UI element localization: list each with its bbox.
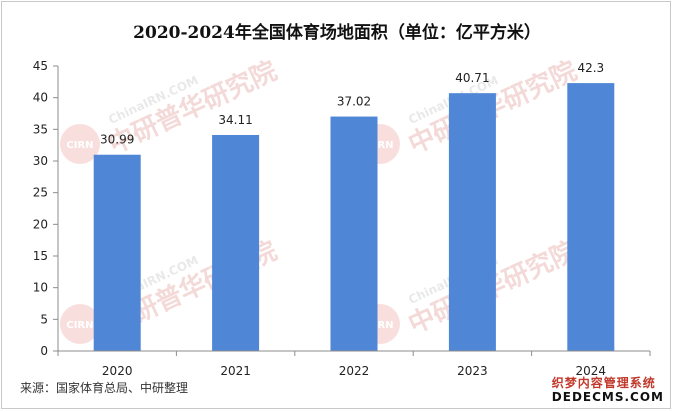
y-tick-label: 30: [33, 154, 48, 168]
y-tick-label: 45: [33, 59, 48, 73]
data-label: 30.99: [100, 133, 134, 147]
bar: [212, 134, 260, 351]
data-label: 42.3: [577, 61, 604, 75]
data-label: 40.71: [455, 71, 489, 85]
y-tick-label: 35: [33, 122, 48, 136]
x-tick-label: 2024: [576, 364, 607, 378]
y-tick-label: 15: [33, 249, 48, 263]
y-tick-label: 20: [33, 217, 48, 231]
brand-logo: 织梦内容管理系统 DEDECMS.COM: [552, 376, 664, 404]
watermark-logo: [60, 124, 100, 164]
data-label: 37.02: [337, 95, 371, 109]
x-axis: 2020 2021 2022 2023 2024: [57, 350, 651, 378]
source-note: 来源：国家体育总局、中研整理: [20, 381, 189, 395]
watermark-logo-text: CIRN: [66, 140, 93, 151]
brand-en: DEDECMS.COM: [551, 390, 664, 404]
y-tick-label: 5: [40, 312, 48, 326]
y-tick-label: 25: [33, 186, 48, 200]
x-tick-label: 2022: [339, 364, 370, 378]
watermark-logo-text: CIRN: [366, 320, 393, 331]
bars: 30.99 34.11 37.02 40.71 42.3: [93, 61, 615, 352]
y-tick-label: 40: [33, 91, 48, 105]
y-tick-label: 10: [33, 281, 48, 295]
brand-cn: 织梦内容管理系统: [551, 376, 656, 390]
bar: [448, 93, 496, 352]
x-tick-label: 2021: [220, 364, 251, 378]
y-tick-label: 0: [40, 344, 48, 358]
bar: [93, 154, 141, 351]
chart-title: 2020-2024年全国体育场地面积（单位：亿平方米）: [133, 23, 541, 43]
watermark-logo-text: CIRN: [66, 320, 93, 331]
watermark-logo: [60, 304, 100, 344]
bar: [567, 83, 615, 351]
data-label: 34.11: [218, 113, 252, 127]
x-tick-label: 2023: [457, 364, 488, 378]
x-tick-label: 2020: [102, 364, 133, 378]
watermark-logo-text: CIRN: [366, 140, 393, 151]
y-axis: 0 5 10 15 20 25 30 35 40 45: [33, 59, 59, 358]
bar: [330, 116, 378, 351]
